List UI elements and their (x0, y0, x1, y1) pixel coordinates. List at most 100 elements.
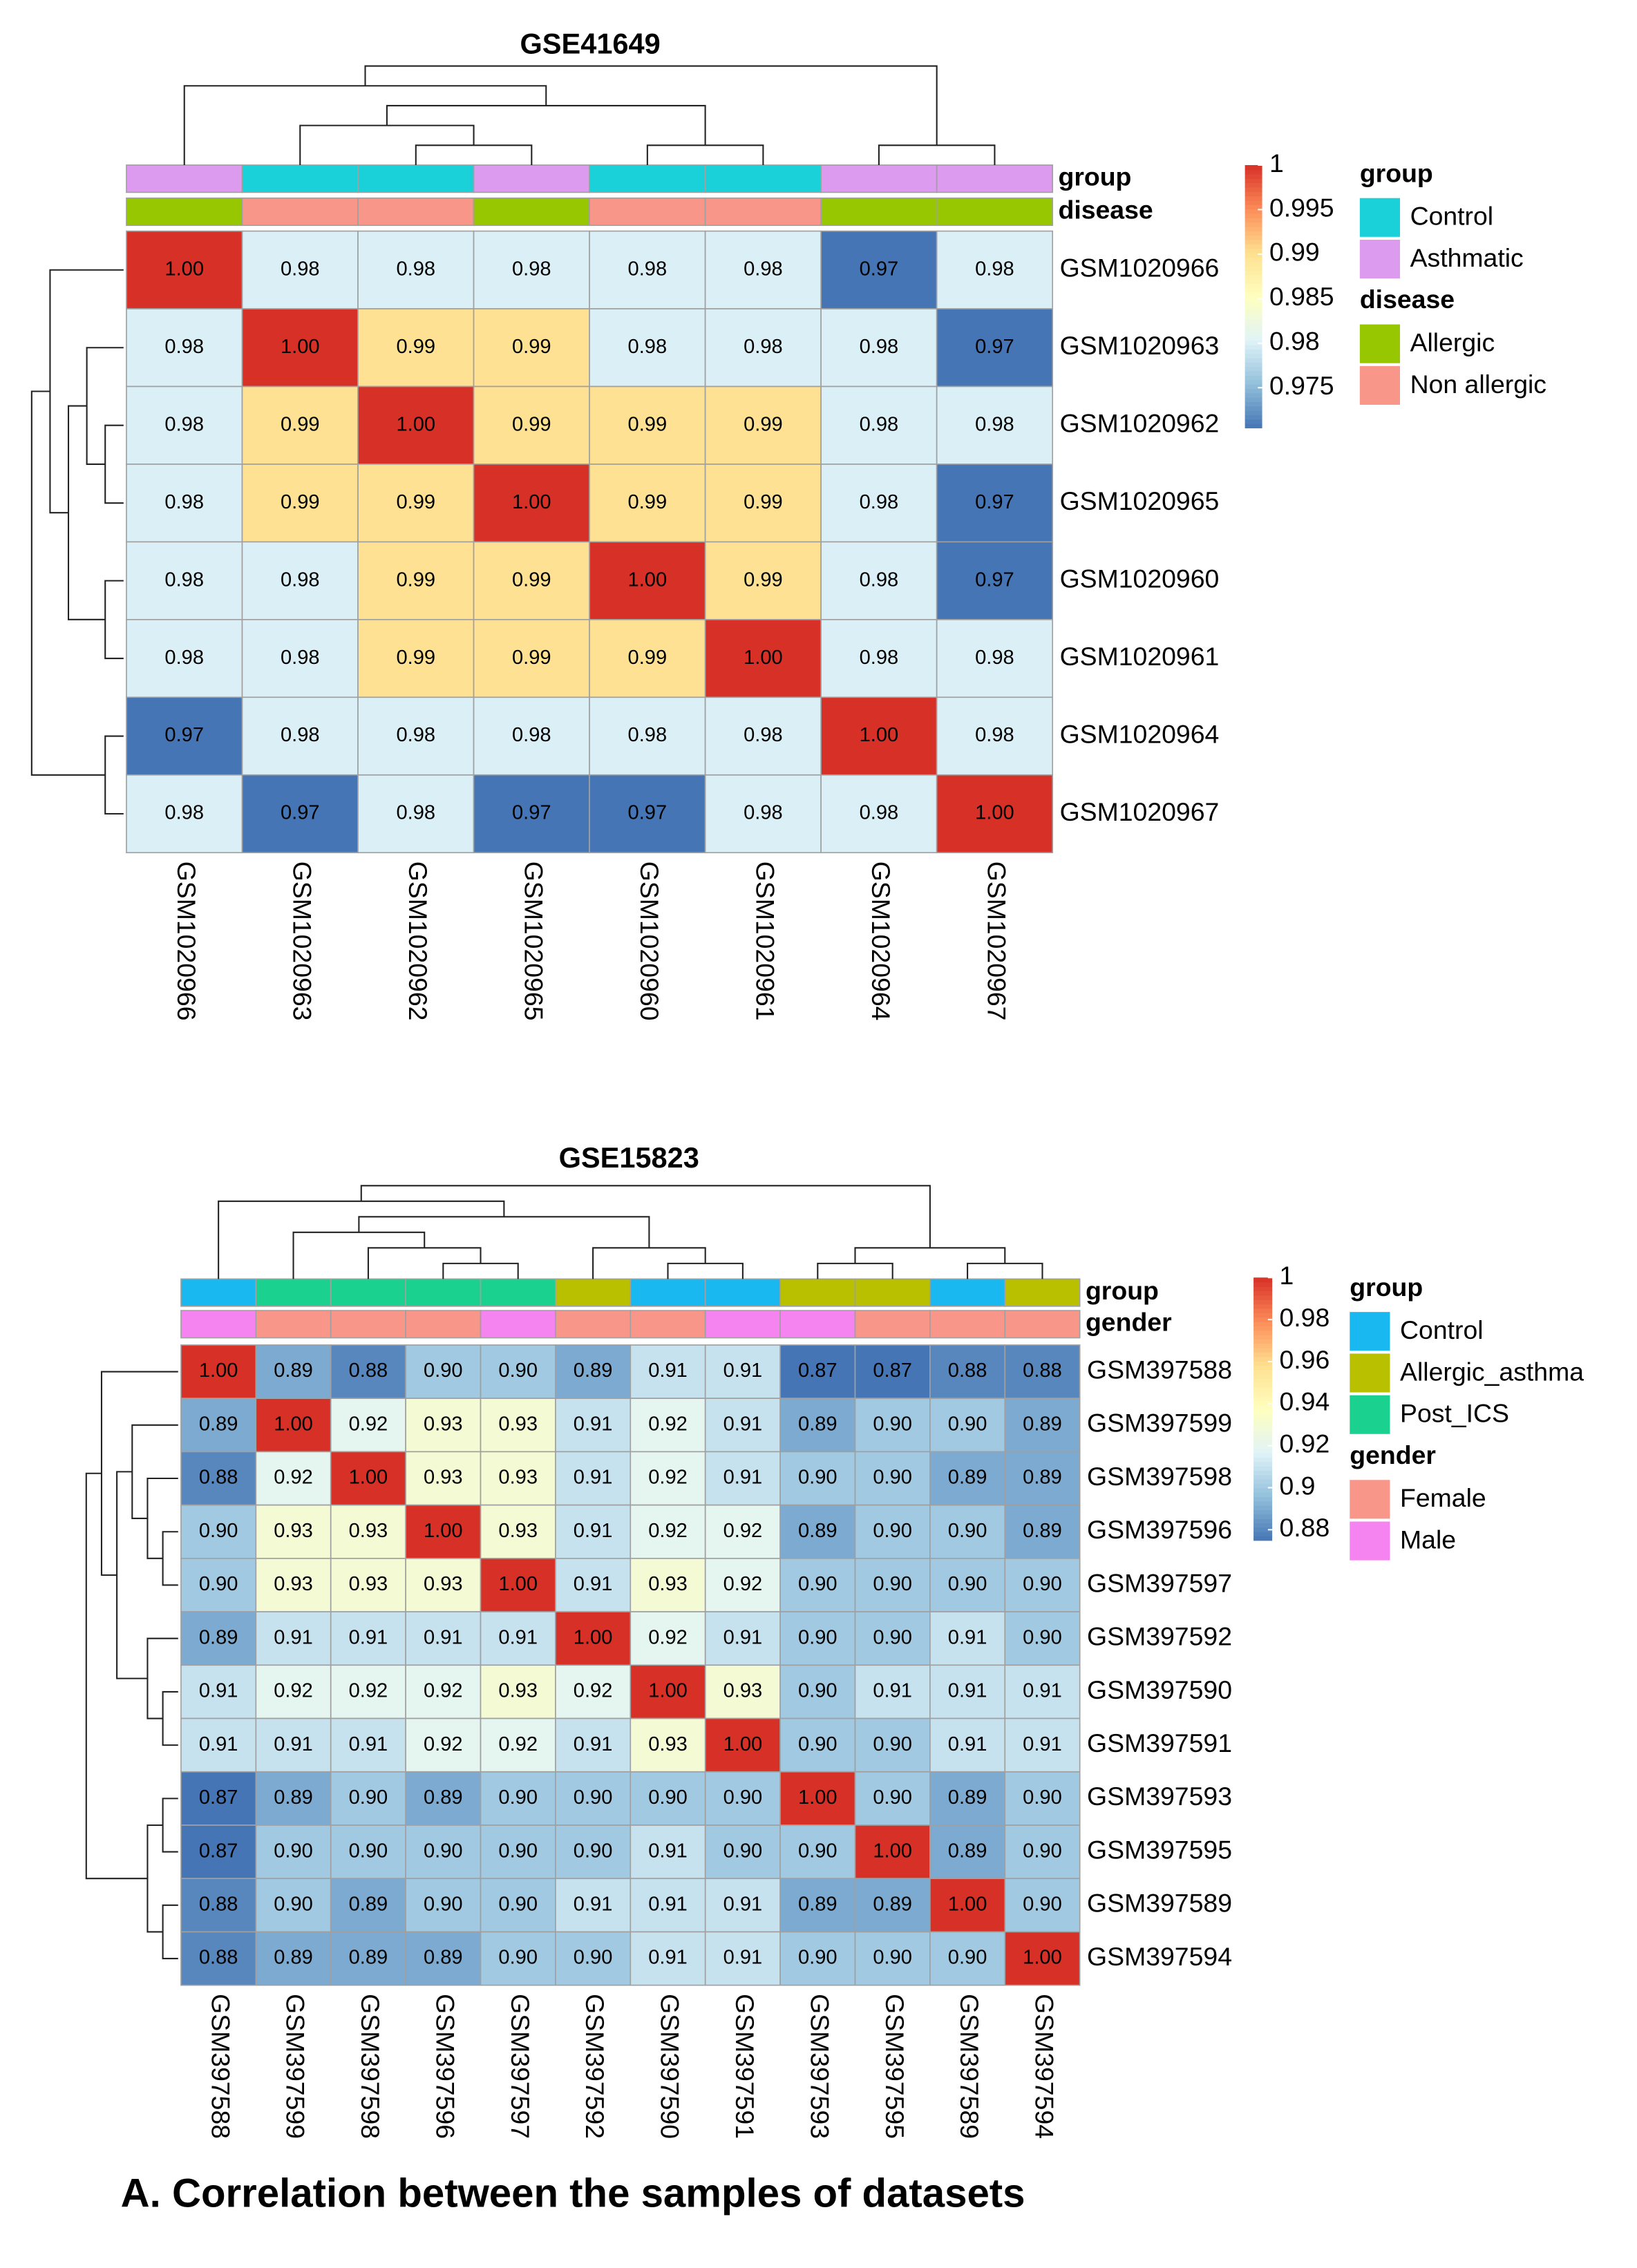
cell-label: 0.92 (648, 1520, 688, 1542)
cell-label: 0.89 (1023, 1413, 1062, 1435)
colorbar-step (1245, 200, 1262, 205)
colorbar-step (1245, 383, 1262, 389)
colorbar-step (1253, 1378, 1273, 1384)
cell-label: 0.91 (574, 1467, 613, 1489)
heatmap-cell (630, 1398, 706, 1453)
heatmap-cell (704, 1824, 781, 1880)
cell-label: 0.90 (498, 1947, 538, 1969)
heatmap-cell (589, 774, 706, 854)
heatmap-cell (1004, 1664, 1081, 1719)
cell-label: 0.88 (199, 1947, 238, 1969)
colorbar-step (1253, 1369, 1273, 1375)
row-dendrogram (104, 424, 124, 504)
annotation-cell (255, 1278, 332, 1307)
cell-label: 0.98 (975, 724, 1014, 746)
cell-label: 0.99 (396, 336, 435, 358)
annotation-cell (180, 1310, 257, 1339)
annotation-name: group (1086, 1276, 1159, 1305)
heatmap-cell (480, 1664, 556, 1719)
cell-label: 0.92 (274, 1680, 313, 1702)
heatmap-cell (630, 1664, 706, 1719)
row-label: GSM397596 (1087, 1515, 1232, 1544)
heatmap-cell (630, 1717, 706, 1773)
heatmap-cell (589, 385, 706, 465)
cell-label: 0.93 (424, 1573, 463, 1595)
colorbar-step (1245, 375, 1262, 381)
cell-label: 0.90 (948, 1947, 987, 1969)
chart-title: GSE41649 (520, 27, 660, 59)
column-dendrogram (854, 1247, 1006, 1264)
heatmap-cell (630, 1878, 706, 1933)
legend-title: disease (1360, 285, 1455, 314)
cell-label: 0.90 (199, 1573, 238, 1595)
heatmap-cell (480, 1451, 556, 1506)
cell-label: 0.90 (873, 1573, 912, 1595)
colorbar-step (1253, 1321, 1273, 1326)
cell-label: 0.91 (723, 1467, 763, 1489)
cell-label: 0.92 (648, 1413, 688, 1435)
cell-label: 0.90 (498, 1840, 538, 1862)
cell-label: 0.88 (199, 1894, 238, 1916)
row-label: GSM1020961 (1060, 642, 1220, 671)
heatmap-cell (126, 230, 243, 309)
cell-label: 0.91 (648, 1894, 688, 1916)
cell-label: 1.00 (574, 1626, 613, 1648)
column-label: GSM1020967 (983, 861, 1012, 1021)
row-dendrogram (104, 580, 124, 660)
cell-label: 0.99 (396, 569, 435, 591)
colorbar-step (1253, 1500, 1273, 1506)
colorbar-label: 1 (1279, 1261, 1294, 1290)
cell-label: 0.92 (723, 1520, 763, 1542)
colorbar-step (1245, 314, 1262, 319)
heatmap-cell (126, 464, 243, 543)
annotation-cell (555, 1278, 632, 1307)
colorbar-label: 0.985 (1269, 282, 1334, 311)
heatmap-cell (779, 1664, 856, 1719)
cell-label: 0.98 (975, 258, 1014, 280)
colorbar-label: 1 (1269, 149, 1284, 178)
cell-label: 0.89 (1023, 1467, 1062, 1489)
cell-label: 0.93 (498, 1680, 538, 1702)
heatmap-cell (630, 1558, 706, 1612)
heatmap-cell (357, 774, 475, 854)
column-dendrogram (667, 1262, 744, 1279)
cell-label: 0.93 (424, 1413, 463, 1435)
colorbar-step (1253, 1457, 1273, 1462)
colorbar-step (1253, 1330, 1273, 1335)
cell-label: 0.90 (1023, 1840, 1062, 1862)
heatmap-cell (854, 1398, 931, 1453)
cell-label: 0.90 (798, 1733, 838, 1755)
colorbar-step (1253, 1422, 1273, 1427)
column-dendrogram (292, 1231, 426, 1279)
colorbar-label: 0.98 (1269, 327, 1320, 356)
cell-label: 0.93 (424, 1467, 463, 1489)
cell-label: 0.90 (873, 1520, 912, 1542)
column-label: GSM1020961 (750, 861, 779, 1021)
cell-label: 0.90 (574, 1840, 613, 1862)
colorbar-step (1245, 423, 1262, 429)
legend-label: Non allergic (1410, 370, 1546, 399)
cell-label: 0.89 (349, 1947, 388, 1969)
cell-label: 0.98 (860, 569, 899, 591)
heatmap-cell (630, 1611, 706, 1666)
column-dendrogram (967, 1262, 1043, 1279)
annotation-cell (405, 1310, 482, 1339)
cell-label: 0.97 (512, 802, 551, 824)
colorbar-step (1245, 244, 1262, 249)
colorbar-step (1245, 309, 1262, 315)
heatmap-cell (704, 230, 822, 309)
column-dendrogram (360, 1185, 931, 1248)
legend-title: group (1350, 1273, 1423, 1302)
cell-label: 1.00 (349, 1467, 388, 1489)
cell-label: 0.91 (723, 1894, 763, 1916)
cell-label: 0.98 (860, 336, 899, 358)
legend-swatch (1359, 365, 1401, 405)
cell-label: 0.99 (512, 413, 551, 435)
cell-label: 0.92 (574, 1680, 613, 1702)
heatmap-cell (704, 619, 822, 698)
cell-label: 0.91 (574, 1413, 613, 1435)
heatmap-cell (630, 1771, 706, 1826)
annotation-cell (473, 164, 590, 193)
cell-label: 0.87 (798, 1360, 838, 1382)
cell-label: 0.90 (873, 1733, 912, 1755)
